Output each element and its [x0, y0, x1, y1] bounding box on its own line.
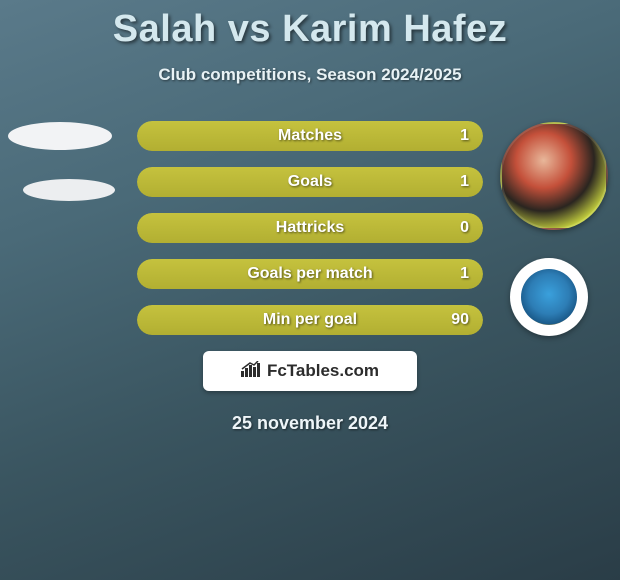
stat-bar: Hattricks 0 [137, 213, 483, 243]
stat-bar: Min per goal 90 [137, 305, 483, 335]
stat-bar: Goals 1 [137, 167, 483, 197]
stat-label: Goals [288, 173, 332, 191]
chart-icon [241, 361, 261, 382]
stat-value-right: 1 [460, 265, 469, 283]
stat-value-right: 90 [451, 311, 469, 329]
stat-row-hattricks: Hattricks 0 [0, 213, 620, 243]
stat-bar: Goals per match 1 [137, 259, 483, 289]
page-title: Salah vs Karim Hafez [0, 0, 620, 51]
stat-value-right: 1 [460, 127, 469, 145]
stat-value-right: 1 [460, 173, 469, 191]
stat-label: Min per goal [263, 311, 357, 329]
brand-text: FcTables.com [267, 361, 379, 381]
stats-container: Matches 1 Goals 1 Hattricks 0 Goals per … [0, 121, 620, 335]
stat-value-right: 0 [460, 219, 469, 237]
stat-row-matches: Matches 1 [0, 121, 620, 151]
brand-badge[interactable]: FcTables.com [203, 351, 417, 391]
stat-bar: Matches 1 [137, 121, 483, 151]
stat-row-min-per-goal: Min per goal 90 [0, 305, 620, 335]
stat-label: Goals per match [247, 265, 372, 283]
stat-row-goals-per-match: Goals per match 1 [0, 259, 620, 289]
stat-label: Hattricks [276, 219, 344, 237]
subtitle: Club competitions, Season 2024/2025 [0, 65, 620, 85]
stat-label: Matches [278, 127, 342, 145]
stat-row-goals: Goals 1 [0, 167, 620, 197]
date-text: 25 november 2024 [0, 413, 620, 434]
